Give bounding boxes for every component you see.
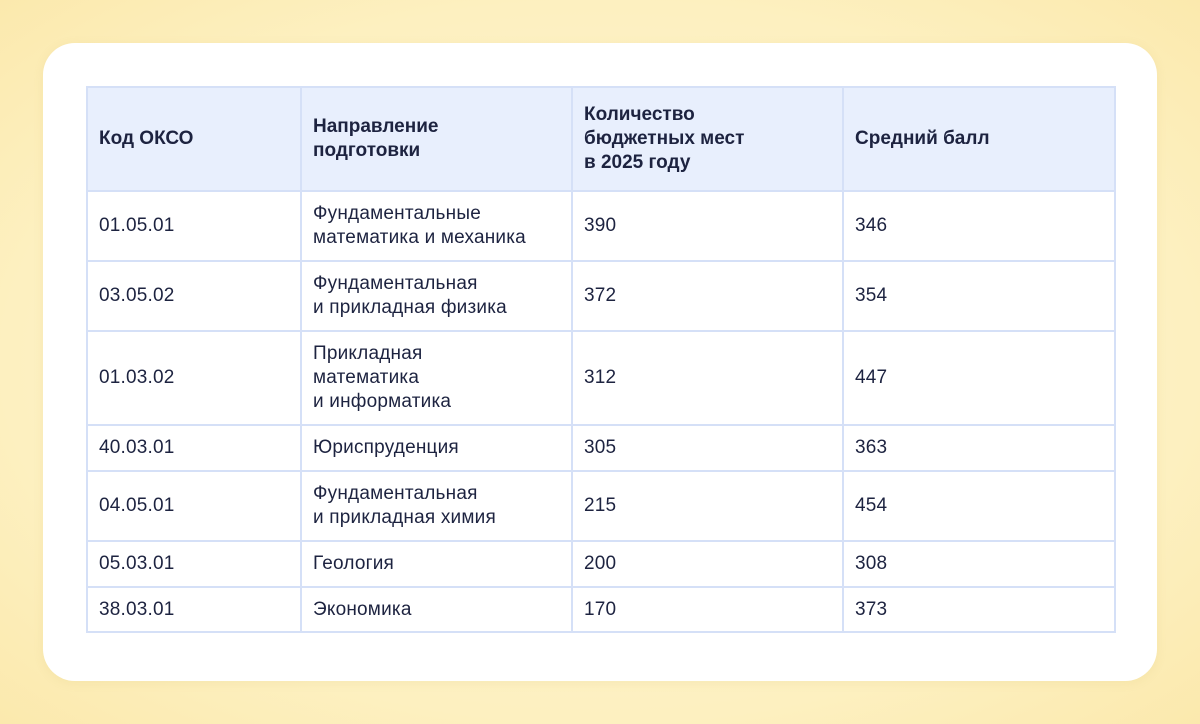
cell-direction: Фундаментальные математика и механика xyxy=(300,190,573,262)
cell-direction: Юриспруденция xyxy=(300,424,573,472)
cell-code: 01.03.02 xyxy=(86,330,302,426)
table-row: 04.05.01 Фундаментальная и прикладная хи… xyxy=(86,470,1116,542)
cell-direction: Экономика xyxy=(300,586,573,633)
okso-table: Код ОКСО Направление подготовки Количест… xyxy=(86,86,1116,633)
cell-code: 38.03.01 xyxy=(86,586,302,633)
cell-direction: Прикладная математика и информатика xyxy=(300,330,573,426)
table-row: 38.03.01 Экономика 170 373 xyxy=(86,586,1116,633)
cell-places: 390 xyxy=(571,190,844,262)
cell-score: 346 xyxy=(842,190,1116,262)
table-row: 01.05.01 Фундаментальные математика и ме… xyxy=(86,190,1116,262)
table-row: 40.03.01 Юриспруденция 305 363 xyxy=(86,424,1116,472)
cell-places: 215 xyxy=(571,470,844,542)
cell-direction: Фундаментальная и прикладная физика xyxy=(300,260,573,332)
cell-code: 05.03.01 xyxy=(86,540,302,588)
cell-score: 454 xyxy=(842,470,1116,542)
table-row: 01.03.02 Прикладная математика и информа… xyxy=(86,330,1116,426)
cell-score: 373 xyxy=(842,586,1116,633)
table-card: Код ОКСО Направление подготовки Количест… xyxy=(43,43,1157,681)
cell-code: 04.05.01 xyxy=(86,470,302,542)
cell-score: 308 xyxy=(842,540,1116,588)
header-score: Средний балл xyxy=(842,86,1116,192)
cell-code: 03.05.02 xyxy=(86,260,302,332)
cell-places: 200 xyxy=(571,540,844,588)
cell-code: 01.05.01 xyxy=(86,190,302,262)
table-row: 05.03.01 Геология 200 308 xyxy=(86,540,1116,588)
header-places: Количество бюджетных мест в 2025 году xyxy=(571,86,844,192)
cell-score: 363 xyxy=(842,424,1116,472)
cell-code: 40.03.01 xyxy=(86,424,302,472)
cell-places: 305 xyxy=(571,424,844,472)
cell-places: 312 xyxy=(571,330,844,426)
cell-places: 372 xyxy=(571,260,844,332)
cell-direction: Фундаментальная и прикладная химия xyxy=(300,470,573,542)
header-direction: Направление подготовки xyxy=(300,86,573,192)
cell-score: 447 xyxy=(842,330,1116,426)
header-code: Код ОКСО xyxy=(86,86,302,192)
cell-places: 170 xyxy=(571,586,844,633)
cell-direction: Геология xyxy=(300,540,573,588)
table-row: 03.05.02 Фундаментальная и прикладная фи… xyxy=(86,260,1116,332)
cell-score: 354 xyxy=(842,260,1116,332)
table-header-row: Код ОКСО Направление подготовки Количест… xyxy=(86,86,1116,192)
